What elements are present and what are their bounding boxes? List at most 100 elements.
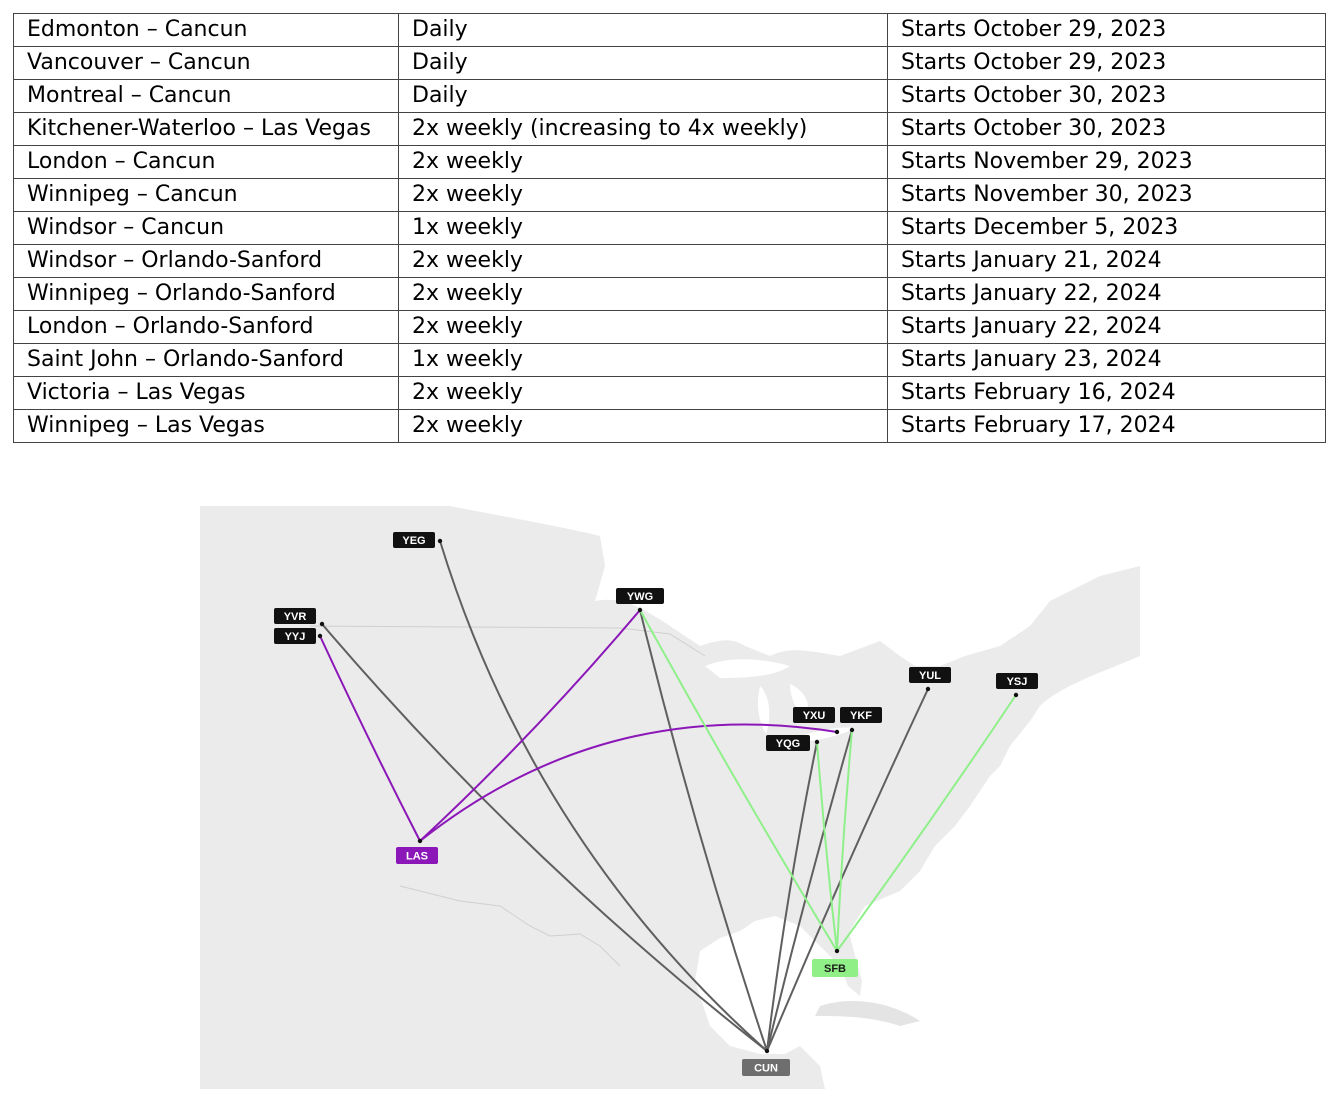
route-line-ysj-sfb — [836, 694, 1017, 952]
airport-label-box — [396, 847, 438, 864]
airport-dot — [637, 607, 643, 613]
routes-table-body: Edmonton – Cancun Daily Starts October 29,… — [13, 13, 1326, 443]
airports-layer: YEG YVR YYJ YWG YUL YSJ YXU YKF YQG LAS SFB CUN — [274, 532, 1038, 1076]
table-row: Windsor – Orlando-Sanford 2x weekly Starts… — [13, 244, 1326, 278]
frequency-cell: 2x weekly — [398, 409, 888, 443]
airport-label-box — [812, 959, 858, 977]
frequency-cell: 2x weekly — [398, 277, 888, 311]
route-line-yqg-cun — [766, 729, 853, 1052]
airport-code-label: LAS — [406, 851, 428, 863]
table-row: Winnipeg – Orlando-Sanford 2x weekly Start… — [13, 277, 1326, 311]
route-cell: Kitchener-Waterloo – Las Vegas — [13, 112, 399, 146]
start-date-cell: Starts February 16, 2024 — [887, 376, 1326, 410]
start-date-cell: Starts January 23, 2024 — [887, 343, 1326, 377]
frequency-cell: 2x weekly (increasing to 4x weekly) — [398, 112, 888, 146]
great-lake-superior — [705, 659, 790, 678]
route-line-yeg-cun — [439, 540, 768, 1052]
airport-ykf: YKF — [834, 707, 882, 735]
table-row: Winnipeg – Cancun 2x weekly Starts Novembe… — [13, 178, 1326, 212]
route-line-yul-cun — [766, 688, 929, 1052]
airport-dot — [319, 621, 325, 627]
airport-sfb: SFB — [812, 948, 858, 977]
route-cell: Montreal – Cancun — [13, 79, 399, 113]
airport-yyj: YYJ — [274, 628, 323, 644]
airport-label-box — [274, 608, 316, 624]
start-date-cell: Starts October 29, 2023 — [887, 13, 1326, 47]
frequency-cell: 2x weekly — [398, 244, 888, 278]
table-row: Edmonton – Cancun Daily Starts October 29,… — [13, 13, 1326, 47]
airport-label-box — [616, 588, 664, 604]
table-row: London – Orlando-Sanford 2x weekly Starts … — [13, 310, 1326, 344]
start-date-cell: Starts January 22, 2024 — [887, 310, 1326, 344]
airport-label-box — [766, 735, 810, 751]
start-date-cell: Starts December 5, 2023 — [887, 211, 1326, 245]
frequency-cell: 2x weekly — [398, 178, 888, 212]
route-cell: Winnipeg – Orlando-Sanford — [13, 277, 399, 311]
route-cell: Saint John – Orlando-Sanford — [13, 343, 399, 377]
airport-dot — [814, 739, 820, 745]
route-line-ywg-cun — [639, 609, 768, 1052]
airport-dot — [437, 538, 443, 544]
airport-code-label: YXU — [803, 710, 826, 722]
start-date-cell: Starts October 30, 2023 — [887, 112, 1326, 146]
north-america-landmass — [200, 506, 1140, 1089]
airport-label-box — [274, 628, 316, 644]
cuba — [815, 1001, 920, 1026]
airport-yxu: YXU — [793, 707, 835, 745]
table-row: Victoria – Las Vegas 2x weekly Starts Febr… — [13, 376, 1326, 410]
start-date-cell: Starts February 17, 2024 — [887, 409, 1326, 443]
route-cell: Winnipeg – Las Vegas — [13, 409, 399, 443]
frequency-cell: 2x weekly — [398, 310, 888, 344]
route-line-yvr-cun — [321, 623, 768, 1052]
airport-dot — [849, 727, 855, 733]
airport-dot — [317, 633, 323, 639]
airport-yqg: YQG — [766, 727, 855, 751]
airport-code-label: SFB — [824, 963, 846, 975]
table-row: Kitchener-Waterloo – Las Vegas 2x weekly … — [13, 112, 1326, 146]
airport-code-label: YUL — [919, 670, 941, 682]
table-row: Vancouver – Cancun Daily Starts October 29… — [13, 46, 1326, 80]
airport-yeg: YEG — [393, 532, 443, 548]
table-row: London – Cancun 2x weekly Starts November … — [13, 145, 1326, 179]
route-line-ywg-sfb — [639, 609, 838, 952]
route-line-yqg-sfb — [836, 729, 853, 952]
start-date-cell: Starts January 22, 2024 — [887, 277, 1326, 311]
route-cell: Windsor – Cancun — [13, 211, 399, 245]
airport-label-box — [793, 707, 835, 723]
airport-dot — [834, 948, 840, 954]
route-cell: Edmonton – Cancun — [13, 13, 399, 47]
start-date-cell: Starts October 29, 2023 — [887, 46, 1326, 80]
airport-code-label: YQG — [776, 738, 800, 750]
airport-label-box — [742, 1059, 790, 1076]
airport-code-label: YWG — [627, 591, 653, 603]
airport-dot — [925, 686, 931, 692]
route-line-yxu-sfb — [816, 741, 838, 952]
route-cell: Windsor – Orlando-Sanford — [13, 244, 399, 278]
us-mexico-border — [399, 885, 621, 967]
table-row: Montreal – Cancun Daily Starts October 30,… — [13, 79, 1326, 113]
frequency-cell: Daily — [398, 79, 888, 113]
airport-code-label: YVR — [284, 611, 307, 623]
airport-label-box — [996, 673, 1038, 689]
frequency-cell: 2x weekly — [398, 376, 888, 410]
table-row: Saint John – Orlando-Sanford 1x weekly Sta… — [13, 343, 1326, 377]
route-line-yyj-las — [319, 635, 421, 842]
airport-code-label: YYJ — [285, 631, 306, 643]
airport-code-label: YSJ — [1007, 676, 1028, 688]
frequency-cell: 2x weekly — [398, 145, 888, 179]
airport-yvr: YVR — [274, 608, 325, 627]
great-lake-erie — [800, 727, 855, 742]
airport-dot — [834, 729, 840, 735]
table-row: Winnipeg – Las Vegas 2x weekly Starts Febr… — [13, 409, 1326, 443]
airport-yul: YUL — [909, 667, 951, 692]
airport-code-label: YEG — [402, 535, 425, 547]
route-cell: Winnipeg – Cancun — [13, 178, 399, 212]
frequency-cell: 1x weekly — [398, 211, 888, 245]
frequency-cell: Daily — [398, 46, 888, 80]
route-cell: Victoria – Las Vegas — [13, 376, 399, 410]
hudson-bay-edge — [620, 526, 651, 566]
basemap — [200, 506, 1140, 1089]
route-line-ywg-las — [419, 609, 641, 842]
airport-dot — [1013, 692, 1019, 698]
start-date-cell: Starts October 30, 2023 — [887, 79, 1326, 113]
